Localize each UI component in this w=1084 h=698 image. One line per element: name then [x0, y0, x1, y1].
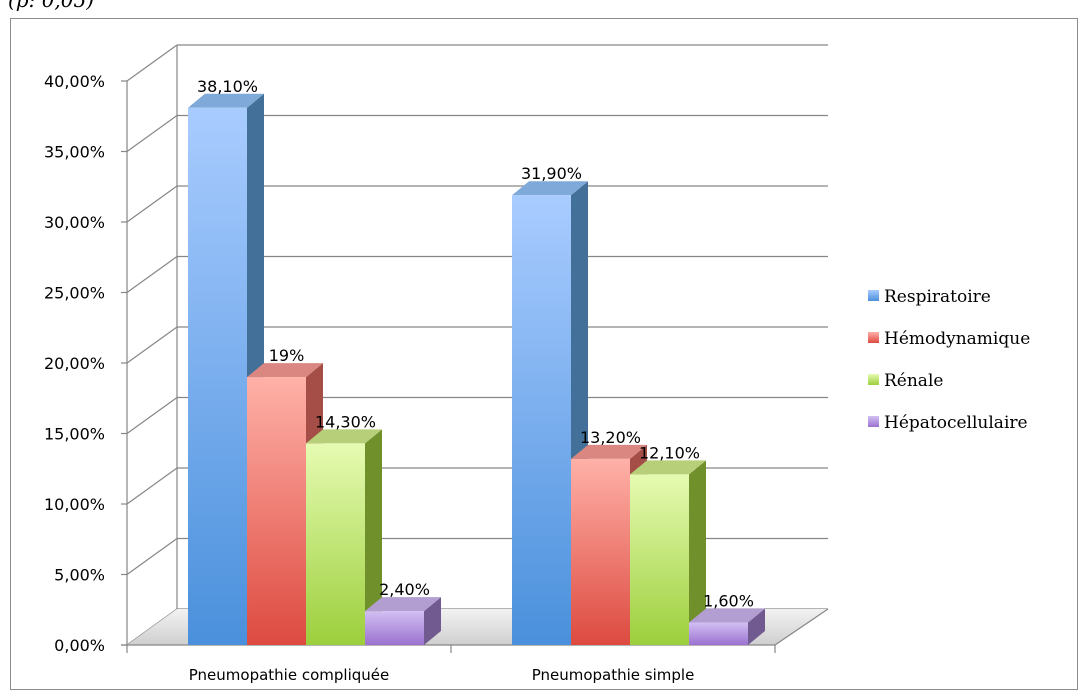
y-tick-label: 30,00% [44, 213, 105, 232]
side-wall-gridline [126, 256, 178, 293]
bar-front-face [571, 458, 630, 645]
bar-side-face [689, 460, 706, 645]
side-wall-gridline [126, 538, 178, 575]
bar-front-face [188, 107, 247, 646]
bar-side-face [365, 429, 382, 645]
bar-top-face [689, 608, 765, 623]
bar-top-face [306, 429, 382, 444]
legend-item: Hémodynamique [868, 329, 1030, 349]
chart-frame [10, 18, 1078, 690]
bar-top-face [630, 460, 706, 475]
data-label: 19% [269, 346, 305, 365]
bar-respiratoire-1 [512, 181, 588, 645]
side-wall-gridline [126, 467, 178, 505]
bar-hépatocellulaire-1 [689, 608, 765, 645]
y-tick-label: 0,00% [54, 636, 105, 655]
bar-front-face [306, 443, 365, 645]
x-category-label: Pneumopathie compliquée [189, 666, 389, 684]
y-tick-label: 25,00% [44, 284, 105, 303]
side-wall-gridline [126, 397, 178, 434]
y-tick-label: 10,00% [44, 495, 105, 514]
legend-swatch [868, 416, 879, 427]
y-tick-label: 40,00% [44, 72, 105, 91]
legend-label: Rénale [884, 371, 943, 391]
legend-label: Hémodynamique [884, 329, 1030, 349]
bar-front-face [630, 474, 689, 645]
side-wall-gridline [126, 185, 178, 223]
bar-hépatocellulaire-0 [365, 597, 441, 645]
bar-front-face [689, 622, 748, 645]
x-category-label: Pneumopathie simple [532, 666, 695, 684]
data-label: 14,30% [315, 412, 376, 431]
data-label: 12,10% [639, 443, 700, 462]
side-wall-gridline [126, 115, 178, 152]
y-tick-label: 35,00% [44, 143, 105, 162]
y-tick-label: 20,00% [44, 354, 105, 373]
legend-swatch [868, 374, 879, 385]
y-tick-label: 15,00% [44, 425, 105, 444]
legend-swatch [868, 290, 879, 301]
data-label: 2,40% [379, 580, 430, 599]
legend-item: Respiratoire [868, 287, 991, 307]
legend-swatch [868, 332, 879, 343]
legend-item: Rénale [868, 371, 943, 391]
bar-side-face [424, 597, 441, 645]
data-label: 31,90% [521, 164, 582, 183]
bar-rénale-0 [306, 429, 382, 645]
bar-front-face [247, 377, 306, 645]
data-label: 1,60% [703, 591, 754, 610]
side-wall-gridline [126, 44, 178, 82]
bar-top-face [365, 597, 441, 612]
bar-top-face [247, 363, 323, 378]
bar-top-face [571, 444, 647, 459]
top-caption: (p: 0,05) [8, 0, 95, 12]
legend-label: Respiratoire [884, 287, 991, 307]
bar-top-face [512, 181, 588, 196]
floor-right-edge [774, 608, 829, 646]
legend-item: Hépatocellulaire [868, 413, 1028, 433]
data-label: 38,10% [197, 77, 258, 96]
bar-front-face [512, 195, 571, 645]
bar-side-face [748, 608, 765, 645]
bar-rénale-1 [630, 460, 706, 645]
legend-label: Hépatocellulaire [884, 413, 1028, 433]
y-tick-label: 5,00% [54, 566, 105, 585]
bar-top-face [188, 93, 264, 108]
bar-front-face [365, 611, 424, 645]
data-label: 13,20% [580, 428, 641, 447]
side-wall-gridline [126, 326, 178, 364]
